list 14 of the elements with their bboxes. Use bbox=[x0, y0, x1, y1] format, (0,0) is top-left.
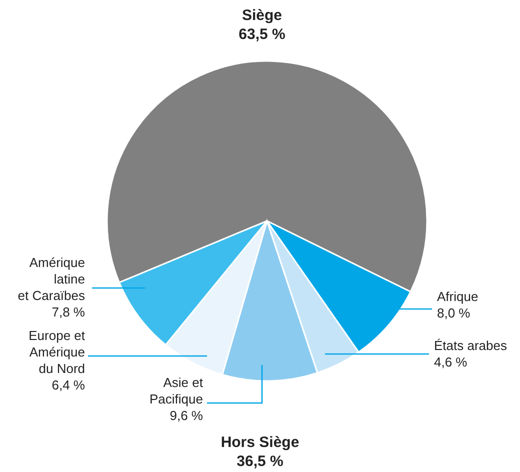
slice-label: Afrique bbox=[437, 289, 478, 304]
slice-label: Siège bbox=[242, 7, 282, 24]
slice-label: Europe et Amérique du Nord bbox=[28, 328, 86, 376]
data-label: 63,5 % bbox=[238, 26, 286, 43]
data-label: 4,6 % bbox=[434, 354, 468, 370]
slice-label: Asie et Pacifique bbox=[150, 375, 204, 406]
text: Hors Siège bbox=[220, 433, 300, 452]
text: 36,5 % bbox=[236, 452, 284, 471]
data-label: 9,6 % bbox=[170, 408, 204, 423]
data-label: 7,8 % bbox=[52, 304, 86, 320]
data-label: 8,0 % bbox=[437, 306, 471, 320]
slice-label: États arabes bbox=[434, 338, 508, 353]
data-label: 6,4 % bbox=[52, 378, 86, 392]
slice-label: Amérique latine et Caraïbes bbox=[18, 255, 86, 303]
